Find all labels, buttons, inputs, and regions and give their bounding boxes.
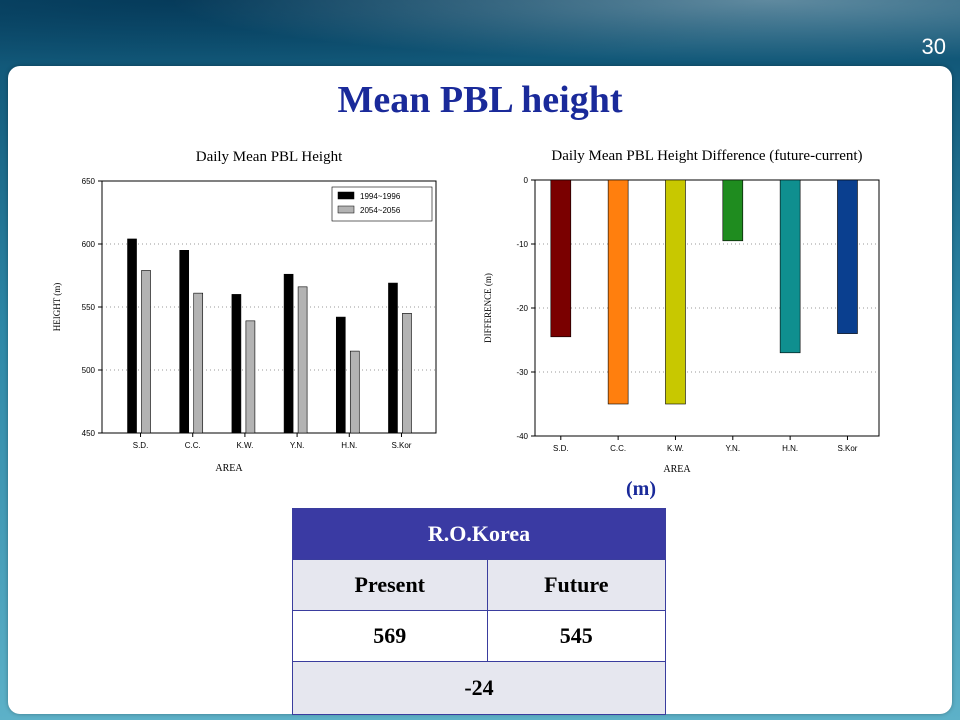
value-difference: -24 (292, 661, 666, 715)
value-future: 545 (486, 610, 667, 662)
chart1-xtick-label: S.Kor (391, 441, 411, 450)
chart2-ytick-label: 0 (524, 176, 529, 185)
chart2-title: Daily Mean PBL Height Difference (future… (551, 148, 862, 164)
pbl-height-chart-svg: Daily Mean PBL Height 450 500 550 600 650 S.D.… (52, 149, 437, 474)
chart1-xtick-label: S.D. (133, 441, 149, 450)
chart2-xtick-label: Y.N. (726, 444, 741, 453)
chart1-title: Daily Mean PBL Height (196, 149, 343, 165)
chart1-bar (349, 350, 360, 434)
chart1-ytick-label: 550 (82, 303, 96, 312)
summary-table: R.O.Korea Present Future 569 545 -24 (292, 508, 667, 715)
chart1-legend-swatch (337, 191, 355, 200)
column-present: Present (292, 559, 488, 611)
slide-title: Mean PBL height (337, 79, 623, 121)
chart1-bar (402, 313, 412, 434)
chart1-ytick-label: 500 (82, 366, 96, 375)
chart1-bar (335, 316, 346, 434)
chart2-bar (550, 179, 572, 338)
chart1-bar (141, 270, 151, 434)
chart1-legend-label: 2054~2056 (360, 206, 401, 215)
chart2-bar (722, 179, 744, 242)
chart1-bar (127, 238, 137, 434)
chart1-bar (231, 294, 242, 434)
chart2-ytick-label: -20 (516, 304, 528, 313)
chart1-xtick-label: H.N. (341, 441, 357, 450)
slide-number: 30 (921, 34, 946, 59)
value-present: 569 (292, 610, 488, 662)
chart2-bar (607, 179, 629, 405)
pbl-height-chart: Daily Mean PBL Height 450 500 550 600 650 S.D.… (40, 138, 450, 483)
chart1-ylabel: HEIGHT (m) (52, 283, 62, 332)
chart2-ytick-label: -30 (516, 368, 528, 377)
chart2-xtick-label: S.D. (553, 444, 569, 453)
chart1-ytick-label: 450 (82, 429, 96, 438)
chart1-legend-label: 1994~1996 (360, 192, 401, 201)
chart2-bar (779, 179, 801, 354)
chart2-bar (665, 179, 686, 405)
chart1-xtick-label: Y.N. (290, 441, 305, 450)
chart1-xtick-label: C.C. (185, 441, 201, 450)
chart1-ytick-label: 650 (82, 177, 96, 186)
chart1-xtick-label: K.W. (236, 441, 253, 450)
chart1-bar (193, 292, 204, 434)
chart1-bar (283, 273, 294, 434)
chart2-ylabel: DIFFERENCE (m) (483, 273, 493, 343)
unit-label: (m) (626, 478, 656, 500)
chart2-xtick-label: K.W. (667, 444, 684, 453)
table-header: R.O.Korea (292, 508, 666, 560)
chart1-bar (297, 286, 308, 434)
chart2-ytick-label: -10 (516, 240, 528, 249)
chart2-xlabel: AREA (663, 464, 691, 475)
chart2-xtick-label: C.C. (610, 444, 626, 453)
chart1-legend-box (331, 186, 433, 222)
column-future: Future (486, 559, 667, 611)
chart2-frame (534, 179, 880, 437)
chart2-xtick-label: S.Kor (837, 444, 857, 453)
chart1-xlabel: AREA (215, 463, 243, 474)
chart2-bar (837, 179, 858, 334)
chart2-xtick-label: H.N. (782, 444, 798, 453)
chart1-frame (101, 180, 437, 434)
chart1-bar (179, 250, 190, 434)
chart1-ytick-label: 600 (82, 240, 96, 249)
chart2-ytick-label: -40 (516, 432, 528, 441)
chart1-bar (388, 282, 398, 434)
pbl-difference-chart-svg: Daily Mean PBL Height Difference (future… (483, 148, 880, 475)
chart1-legend-swatch (337, 205, 355, 214)
chart1-bar (245, 320, 256, 434)
pbl-difference-chart: Daily Mean PBL Height Difference (future… (475, 138, 915, 483)
